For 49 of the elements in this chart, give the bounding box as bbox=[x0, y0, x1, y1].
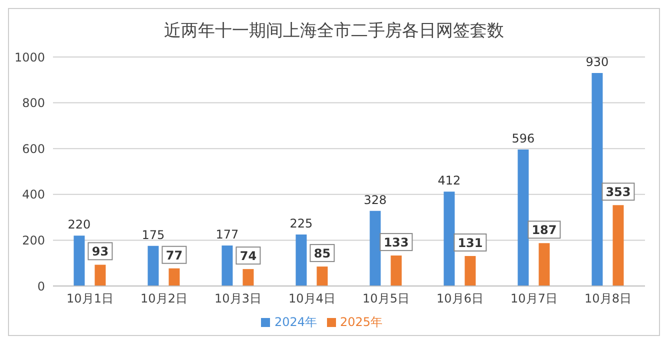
data-label: 131 bbox=[458, 236, 483, 250]
data-label: 85 bbox=[314, 246, 331, 261]
bar bbox=[444, 192, 455, 286]
bar bbox=[296, 234, 307, 286]
data-label: 353 bbox=[606, 185, 631, 200]
bar bbox=[94, 264, 106, 286]
data-label: 177 bbox=[216, 227, 239, 242]
bar bbox=[148, 246, 159, 286]
bar bbox=[222, 245, 233, 286]
bar bbox=[390, 256, 402, 286]
y-tick-label: 800 bbox=[22, 96, 45, 110]
y-tick-label: 200 bbox=[22, 233, 45, 248]
x-tick-label: 10月3日 bbox=[214, 292, 262, 306]
x-tick-label: 10月1日 bbox=[66, 292, 114, 306]
data-label: 412 bbox=[438, 174, 461, 188]
chart-title: 近两年十一期间上海全市二手房各日网签套数 bbox=[163, 20, 505, 43]
data-label: 225 bbox=[290, 216, 313, 230]
x-tick-label: 10月8日 bbox=[584, 292, 632, 306]
x-tick-label: 10月2日 bbox=[140, 292, 188, 306]
bar bbox=[168, 268, 180, 286]
data-label: 133 bbox=[384, 236, 409, 250]
bar bbox=[518, 150, 529, 286]
bar bbox=[612, 205, 624, 286]
bar bbox=[74, 236, 85, 286]
bar bbox=[370, 210, 381, 286]
bar bbox=[538, 243, 550, 286]
bar bbox=[464, 256, 476, 286]
bar bbox=[242, 269, 254, 286]
bar bbox=[592, 73, 603, 286]
data-label: 328 bbox=[364, 192, 387, 207]
data-label: 74 bbox=[240, 249, 257, 264]
y-tick-label: 600 bbox=[22, 142, 45, 156]
x-tick-label: 10月5日 bbox=[362, 292, 410, 306]
y-tick-label: 400 bbox=[22, 188, 45, 202]
legend-label: 2024年 bbox=[274, 315, 317, 329]
x-tick-label: 10月4日 bbox=[288, 292, 336, 306]
data-label: 175 bbox=[142, 228, 165, 242]
x-tick-label: 10月6日 bbox=[436, 292, 484, 306]
data-label: 930 bbox=[586, 55, 609, 70]
bar bbox=[316, 266, 328, 286]
data-label: 596 bbox=[512, 132, 535, 146]
data-label: 93 bbox=[92, 244, 109, 259]
data-label: 220 bbox=[68, 218, 91, 232]
data-label: 187 bbox=[532, 223, 557, 238]
y-tick-label: 0 bbox=[37, 279, 45, 294]
x-tick-label: 10月7日 bbox=[510, 292, 558, 306]
data-label: 77 bbox=[166, 248, 183, 262]
legend-label: 2025年 bbox=[340, 315, 383, 329]
y-tick-label: 1000 bbox=[14, 50, 45, 64]
